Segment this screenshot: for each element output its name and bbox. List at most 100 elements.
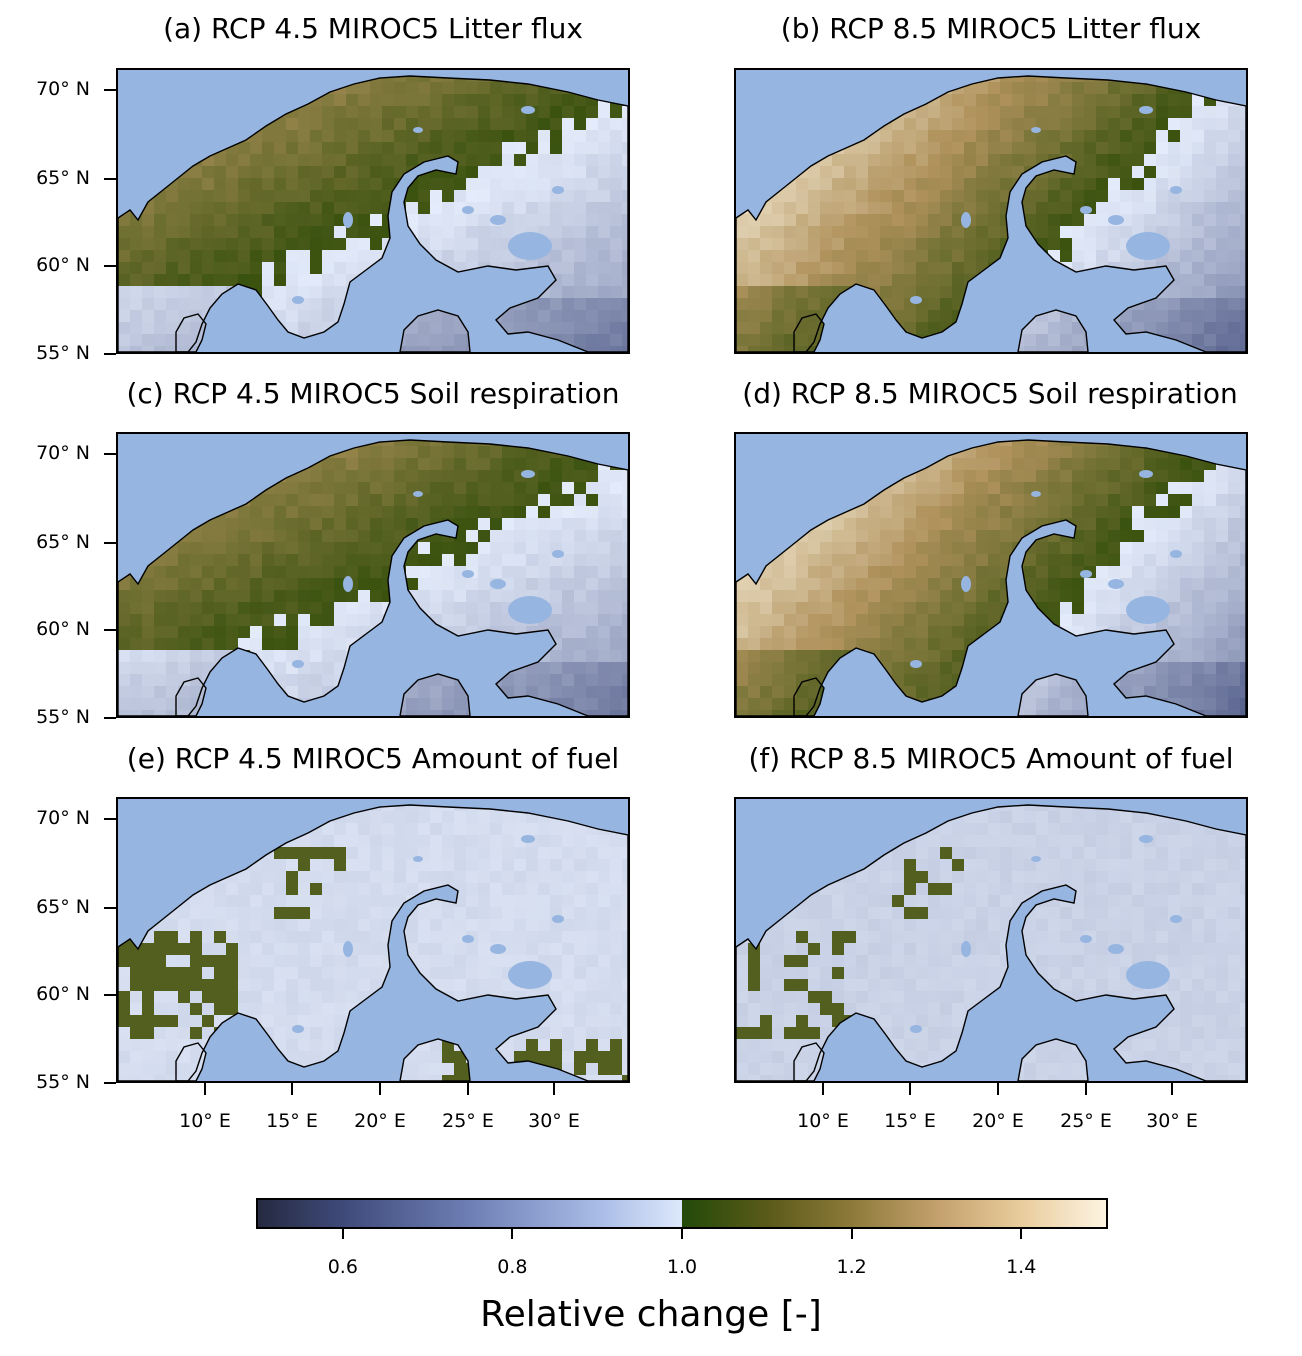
lon-tick-mark [467, 1083, 469, 1095]
lake [1126, 232, 1170, 260]
lake [413, 856, 423, 862]
lat-tick-mark [104, 542, 116, 544]
lat-tick-mark [104, 907, 116, 909]
lake [343, 576, 353, 592]
lon-tick-label: 20° E [972, 1110, 1024, 1132]
map-panel-c [116, 432, 630, 718]
coastline [736, 804, 1246, 1081]
coastline [1017, 1038, 1089, 1081]
lake [552, 550, 564, 558]
land-grid-c [118, 440, 628, 716]
panel-title-a: (a) RCP 4.5 MIROC5 Litter flux [163, 12, 583, 45]
lat-tick-mark [104, 629, 116, 631]
lake [1031, 491, 1041, 497]
lake [521, 835, 535, 843]
land-grid-d [736, 440, 1246, 716]
lon-tick-mark [204, 1083, 206, 1095]
lake [490, 944, 506, 954]
colorbar-tick-label: 1.2 [836, 1256, 867, 1278]
lon-tick-mark [822, 1083, 824, 1095]
coastline [1017, 673, 1089, 716]
coastline [399, 673, 471, 716]
coastline [793, 677, 825, 716]
lat-tick-mark [104, 994, 116, 996]
lat-tick-label: 70° N [36, 442, 90, 464]
lake [1170, 550, 1182, 558]
lake [462, 935, 474, 943]
lon-tick-mark [997, 1083, 999, 1095]
lake [508, 232, 552, 260]
lat-tick-mark [104, 89, 116, 91]
lon-tick-label: 10° E [179, 1110, 231, 1132]
colorbar-tick-label: 1.0 [666, 1256, 698, 1278]
coastline [736, 75, 1246, 352]
lake [1139, 106, 1153, 114]
lat-tick-mark [104, 353, 116, 355]
lat-tick-mark [104, 265, 116, 267]
colorbar-tick-mark [341, 1229, 344, 1239]
lake [292, 296, 304, 304]
lake [1031, 856, 1041, 862]
lat-tick-mark [104, 453, 116, 455]
lake [292, 1025, 304, 1033]
lake [552, 915, 564, 923]
lon-tick-mark [553, 1083, 555, 1095]
map-svg-e [118, 804, 628, 1081]
lake [1139, 835, 1153, 843]
lat-tick-label: 55° N [36, 342, 90, 364]
coastline [793, 313, 825, 352]
map-svg-b [736, 75, 1246, 352]
lake [343, 941, 353, 957]
panel-title-c: (c) RCP 4.5 MIROC5 Soil respiration [126, 377, 620, 410]
lake [1031, 127, 1041, 133]
lake [462, 206, 474, 214]
lake [552, 186, 564, 194]
lake [292, 660, 304, 668]
colorbar-tick-label: 0.8 [497, 1256, 528, 1278]
coastline [175, 677, 207, 716]
lake [413, 491, 423, 497]
lake [1108, 579, 1124, 589]
map-svg-d [736, 439, 1246, 716]
coastline [399, 309, 471, 352]
lake [1080, 206, 1092, 214]
lake [1056, 1002, 1076, 1012]
lat-tick-mark [104, 1082, 116, 1084]
lat-tick-label: 55° N [36, 1071, 90, 1093]
coastline [175, 1042, 207, 1081]
map-panel-e [116, 797, 630, 1083]
lake [910, 660, 922, 668]
lake [1080, 935, 1092, 943]
lake [521, 106, 535, 114]
land-grid-e [118, 805, 628, 1081]
map-panel-d [734, 432, 1248, 718]
lat-tick-label: 65° N [36, 167, 90, 189]
coastline [118, 439, 628, 716]
lon-tick-mark [291, 1083, 293, 1095]
land-grid-b [736, 76, 1246, 352]
lon-tick-label: 25° E [1060, 1110, 1112, 1132]
lake [438, 637, 458, 647]
lake [961, 212, 971, 228]
lake [508, 961, 552, 989]
lon-tick-label: 15° E [884, 1110, 936, 1132]
colorbar-tick-mark [1020, 1229, 1023, 1239]
lake [462, 570, 474, 578]
lake [1126, 596, 1170, 624]
lake [438, 1002, 458, 1012]
colorbar-tick-label: 1.4 [1006, 1256, 1037, 1278]
lake [438, 273, 458, 283]
lake [910, 296, 922, 304]
panel-title-f: (f) RCP 8.5 MIROC5 Amount of fuel [748, 742, 1234, 775]
land-grid-a [118, 76, 628, 352]
colorbar-tick-label: 0.6 [327, 1256, 358, 1278]
lon-tick-label: 15° E [266, 1110, 318, 1132]
lon-tick-label: 30° E [528, 1110, 580, 1132]
lake [490, 579, 506, 589]
map-svg-a [118, 75, 628, 352]
lon-tick-mark [1085, 1083, 1087, 1095]
lake [1170, 915, 1182, 923]
map-panel-b [734, 68, 1248, 354]
lake [1170, 186, 1182, 194]
lon-tick-label: 10° E [797, 1110, 849, 1132]
